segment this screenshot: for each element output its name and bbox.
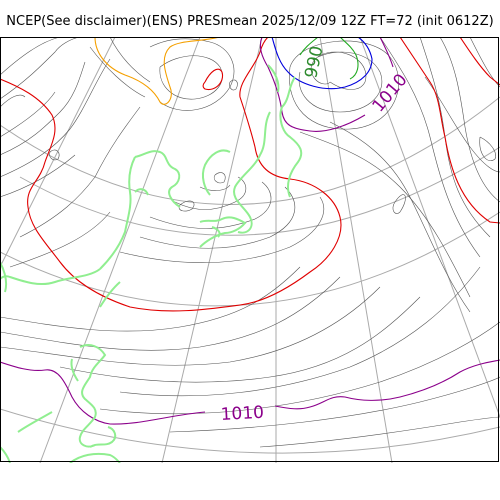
pressure-map: 990 1010 1010 (0, 37, 500, 463)
graticule (0, 37, 500, 463)
isobar-green (299, 37, 359, 80)
isobar-orange (94, 37, 221, 105)
map-title: NCEP(See disclaimer)(ENS) PRESmean 2025/… (6, 14, 494, 29)
contour-label-990: 990 (301, 44, 327, 80)
isobars-purple (0, 37, 500, 425)
coastlines (0, 64, 303, 463)
isobars-red (0, 37, 500, 312)
isobar-blue (271, 37, 373, 90)
isobars-gray (0, 37, 500, 448)
contour-label-1010-south: 1010 (220, 403, 264, 425)
